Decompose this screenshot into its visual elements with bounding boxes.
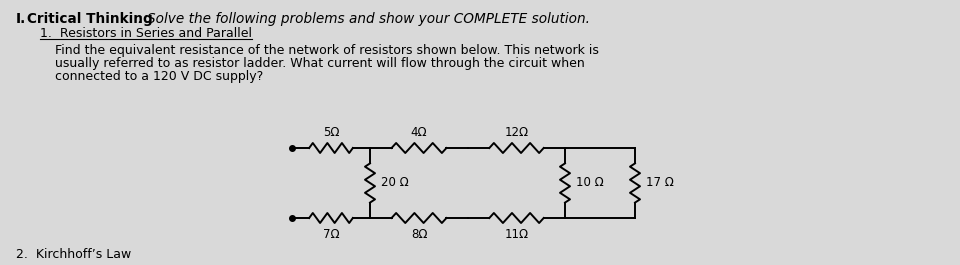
Text: 10 Ω: 10 Ω — [576, 176, 604, 189]
Text: 11Ω: 11Ω — [504, 228, 529, 241]
Text: Find the equivalent resistance of the network of resistors shown below. This net: Find the equivalent resistance of the ne… — [55, 44, 599, 57]
Text: connected to a 120 V DC supply?: connected to a 120 V DC supply? — [55, 70, 263, 83]
Text: 5Ω: 5Ω — [323, 126, 339, 139]
Text: 2.  Kirchhoff’s Law: 2. Kirchhoff’s Law — [16, 248, 132, 261]
Text: 20 Ω: 20 Ω — [381, 176, 409, 189]
Text: I.: I. — [16, 12, 26, 26]
Text: 1.  Resistors in Series and Parallel: 1. Resistors in Series and Parallel — [40, 27, 252, 40]
Text: 7Ω: 7Ω — [323, 228, 339, 241]
Text: Critical Thinking: Critical Thinking — [27, 12, 153, 26]
Text: 17 Ω: 17 Ω — [646, 176, 674, 189]
Text: usually referred to as resistor ladder. What current will flow through the circu: usually referred to as resistor ladder. … — [55, 57, 585, 70]
Text: 4Ω: 4Ω — [411, 126, 427, 139]
Text: 8Ω: 8Ω — [411, 228, 427, 241]
Text: 12Ω: 12Ω — [504, 126, 529, 139]
Text: : Solve the following problems and show your COMPLETE solution.: : Solve the following problems and show … — [138, 12, 590, 26]
